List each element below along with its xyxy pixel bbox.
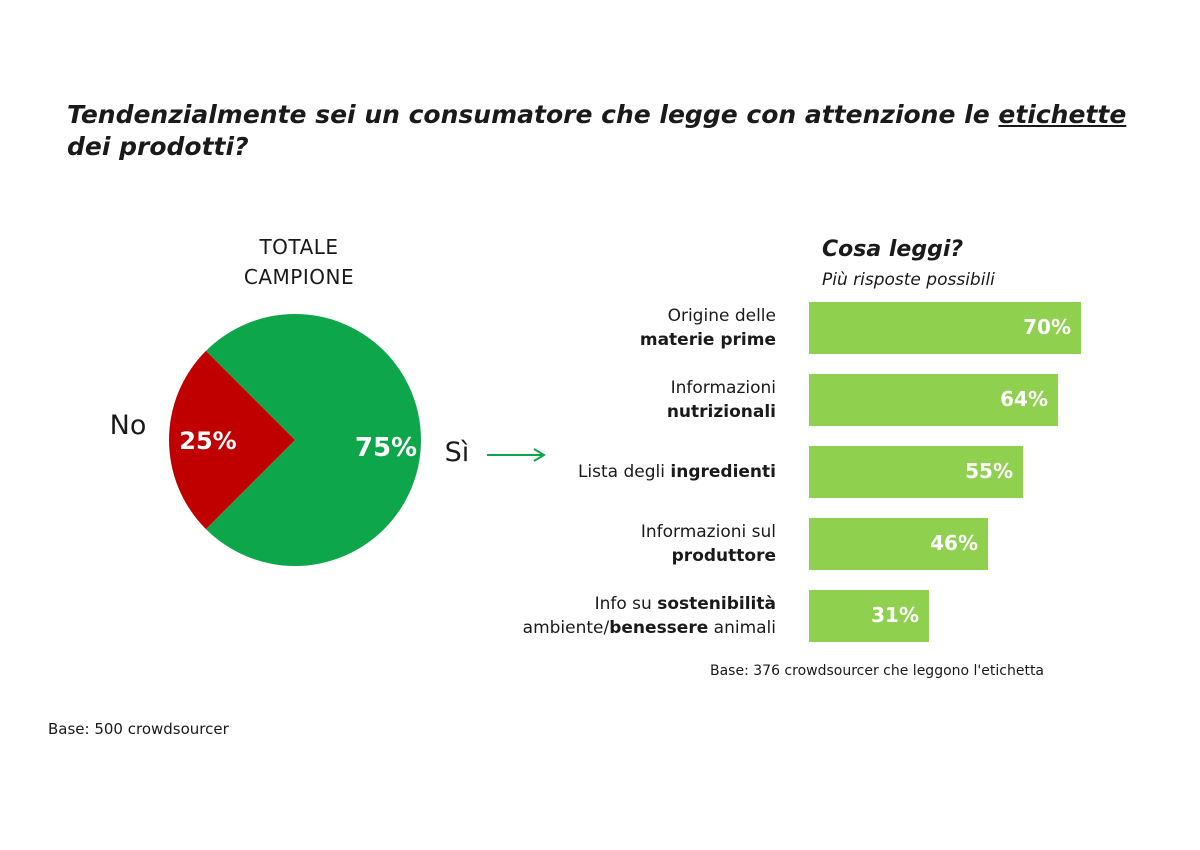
bar-3: 55% [809, 446, 1023, 498]
bar-category-label: Origine delle materie prime [639, 306, 776, 350]
base-note-left: Base: 500 crowdsourcer [48, 720, 229, 738]
pie-value-si: 75% [355, 433, 417, 463]
bar-value-label: 46% [930, 531, 978, 555]
pie-label-si: Sì [445, 437, 470, 468]
bar-4: 46% [809, 518, 988, 570]
title-text-underlined: etichette [998, 100, 1127, 129]
bar-value-label: 64% [1000, 387, 1048, 411]
pie-slice-no [169, 350, 295, 530]
pie-slice-si [205, 314, 421, 566]
bars-title: Cosa leggi? [822, 237, 964, 262]
bar-value-label: 31% [871, 603, 919, 627]
pie-header-line-2: CAMPIONE [243, 265, 355, 289]
bar-category-label: Info su sostenibilità ambiente/benessere … [522, 594, 776, 638]
base-note-right: Base: 376 crowdsourcer che leggono l'eti… [710, 663, 1045, 679]
page-title: Tendenzialmente sei un consumatore che l… [67, 99, 1127, 163]
pie-value-no: 25% [179, 427, 236, 455]
bar-category-label: Informazioni sul produttore [640, 522, 776, 566]
arrow-icon [533, 448, 546, 462]
title-text-after: dei prodotti? [67, 132, 249, 161]
pie-header-line-1: TOTALE [259, 235, 339, 259]
bar-value-label: 70% [1023, 315, 1071, 339]
title-text-before: Tendenzialmente sei un consumatore che l… [67, 100, 999, 129]
bars-subtitle: Più risposte possibili [822, 270, 995, 290]
bar-value-label: 55% [965, 459, 1013, 483]
bar-1: 70% [809, 302, 1081, 354]
bar-category-label: Informazioni nutrizionali [666, 378, 776, 422]
pie-header: TOTALE CAMPIONE [199, 232, 399, 292]
pie-label-no: No [110, 410, 147, 441]
bar-category-label: Lista degli ingredienti [577, 462, 776, 482]
bar-2: 64% [809, 374, 1058, 426]
bar-5: 31% [809, 590, 929, 642]
